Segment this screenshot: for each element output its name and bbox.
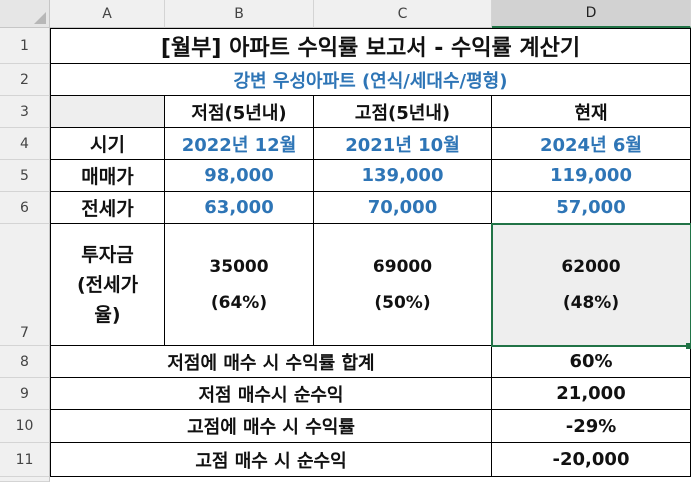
label-sale-price[interactable]: 매매가 [50, 160, 165, 192]
row-header-8[interactable]: 8 [0, 346, 50, 378]
summary-value-low-return[interactable]: 60% [492, 346, 691, 378]
investment-current-amount: 62000 [561, 256, 621, 277]
investment-high-ratio: (50%) [374, 292, 431, 313]
investment-low[interactable]: 35000 (64%) [165, 224, 314, 346]
column-header-a[interactable]: A [50, 0, 165, 28]
jeonse-price-current[interactable]: 57,000 [492, 192, 691, 224]
column-header-b[interactable]: B [165, 0, 314, 28]
select-all-button[interactable] [0, 0, 50, 28]
row-header-3[interactable]: 3 [0, 96, 50, 128]
summary-value-high-profit[interactable]: -20,000 [492, 443, 691, 477]
fill-handle[interactable] [686, 343, 691, 349]
sale-price-current[interactable]: 119,000 [492, 160, 691, 192]
header-current[interactable]: 현재 [492, 96, 691, 128]
period-current[interactable]: 2024년 6월 [492, 128, 691, 160]
label-period[interactable]: 시기 [50, 128, 165, 160]
investment-low-ratio: (64%) [210, 292, 268, 313]
row-header-1[interactable]: 1 [0, 28, 50, 64]
investment-high-amount: 69000 [372, 256, 433, 277]
summary-label-high-return[interactable]: 고점에 매수 시 수익률 [50, 410, 492, 443]
investment-current-ratio: (48%) [562, 292, 620, 313]
row-header-2[interactable]: 2 [0, 64, 50, 96]
summary-label-low-profit[interactable]: 저점 매수시 순수익 [50, 378, 492, 410]
jeonse-price-high[interactable]: 70,000 [314, 192, 492, 224]
summary-value-high-return[interactable]: -29% [492, 410, 691, 443]
investment-current[interactable]: 62000 (48%) [492, 224, 691, 346]
label-investment-line-2: (전세가 [76, 273, 139, 296]
period-high[interactable]: 2021년 10월 [314, 128, 492, 160]
header-high[interactable]: 고점(5년내) [314, 96, 492, 128]
label-investment[interactable]: 투자금 (전세가 율) [50, 224, 165, 346]
label-investment-line-1: 투자금 [81, 243, 134, 266]
row-header-5[interactable]: 5 [0, 160, 50, 192]
column-header-d[interactable]: D [492, 0, 691, 28]
jeonse-price-low[interactable]: 63,000 [165, 192, 314, 224]
row-header-10[interactable]: 10 [0, 410, 50, 443]
sale-price-low[interactable]: 98,000 [165, 160, 314, 192]
apartment-subtitle[interactable]: 강변 우성아파트 (연식/세대수/평형) [50, 64, 691, 96]
row-header-4[interactable]: 4 [0, 128, 50, 160]
investment-low-amount: 35000 [209, 256, 269, 277]
summary-label-high-profit[interactable]: 고점 매수 시 순수익 [50, 443, 492, 477]
period-low[interactable]: 2022년 12월 [165, 128, 314, 160]
sale-price-high[interactable]: 139,000 [314, 160, 492, 192]
row-header-11[interactable]: 11 [0, 443, 50, 477]
report-title[interactable]: [월부] 아파트 수익률 보고서 - 수익률 계산기 [50, 28, 691, 64]
investment-high[interactable]: 69000 (50%) [314, 224, 492, 346]
label-investment-line-3: 율) [94, 303, 121, 326]
row-header-9[interactable]: 9 [0, 378, 50, 410]
cell-a3[interactable] [50, 96, 165, 128]
header-low[interactable]: 저점(5년내) [165, 96, 314, 128]
summary-value-low-profit[interactable]: 21,000 [492, 378, 691, 410]
row-header-6[interactable]: 6 [0, 192, 50, 224]
row-header-7[interactable]: 7 [0, 224, 50, 346]
column-header-c[interactable]: C [314, 0, 492, 28]
summary-label-low-return[interactable]: 저점에 매수 시 수익률 합계 [50, 346, 492, 378]
row-header-12[interactable] [0, 477, 50, 482]
label-jeonse-price[interactable]: 전세가 [50, 192, 165, 224]
